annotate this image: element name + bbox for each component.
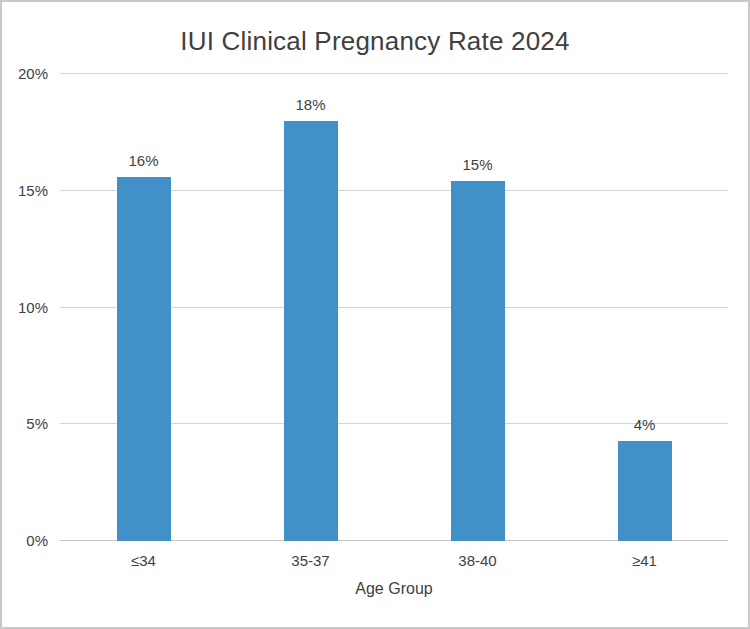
x-tick-label: 35-37 — [227, 552, 394, 569]
bar — [284, 121, 338, 541]
bar — [117, 177, 171, 541]
x-tick-label: ≥41 — [561, 552, 728, 569]
bar — [618, 441, 672, 541]
bars-container: 16% 18% 15% 4% — [60, 74, 728, 541]
bar-slot: 18% — [227, 74, 394, 541]
y-tick-label: 5% — [2, 414, 48, 434]
chart-title: IUI Clinical Pregnancy Rate 2024 — [2, 26, 748, 57]
x-tick-label: 38-40 — [394, 552, 561, 569]
x-tick-label: ≤34 — [60, 552, 227, 569]
bar-value-label: 4% — [634, 416, 656, 433]
bar-slot: 4% — [561, 74, 728, 541]
bar-value-label: 16% — [128, 152, 158, 169]
y-axis-labels: 0%5%10%15%20% — [2, 74, 48, 541]
y-tick-label: 15% — [2, 181, 48, 201]
bar — [451, 181, 505, 541]
y-tick-label: 20% — [2, 64, 48, 84]
bar-value-label: 15% — [462, 156, 492, 173]
x-axis-title: Age Group — [60, 580, 728, 598]
chart-frame: IUI Clinical Pregnancy Rate 2024 0% 5% 10%… — [0, 0, 750, 629]
x-axis-labels: ≤3435-3738-40≥41 — [60, 552, 728, 569]
bar-slot: 15% — [394, 74, 561, 541]
plot-area: 0%5%10%15%20% 16%18%15%4% — [60, 74, 728, 541]
y-tick-label: 10% — [2, 298, 48, 318]
bar-slot: 16% — [60, 74, 227, 541]
bar-value-label: 18% — [295, 96, 325, 113]
y-tick-label: 0% — [2, 531, 48, 551]
